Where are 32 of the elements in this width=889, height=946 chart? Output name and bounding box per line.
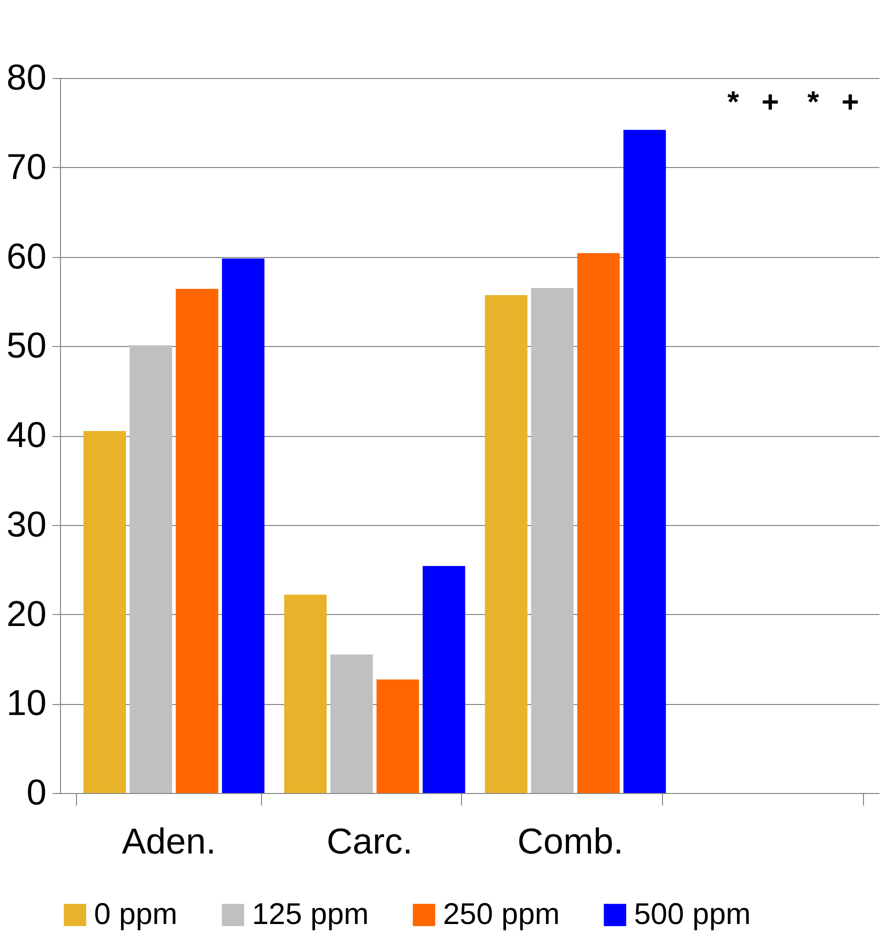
y-tick-label: 60 — [6, 235, 46, 276]
legend-label: 250 ppm — [443, 898, 560, 931]
y-tick-label: 70 — [6, 146, 46, 187]
x-tick-label: Aden. — [122, 820, 216, 862]
y-tick-label: 10 — [6, 682, 46, 724]
y-tick-label: 20 — [6, 592, 46, 634]
bar — [531, 288, 574, 793]
bar — [176, 288, 218, 793]
legend-label: 500 ppm — [634, 898, 751, 931]
bar — [330, 654, 373, 793]
y-tick-label: 80 — [6, 56, 46, 98]
bar — [130, 345, 172, 793]
bar — [422, 566, 466, 793]
annotation: + — [761, 86, 779, 119]
y-tick-label: 50 — [6, 324, 46, 366]
annotation: + — [841, 86, 859, 119]
legend-label: 125 ppm — [252, 898, 369, 931]
annotation: * — [807, 86, 820, 119]
x-tick-label: Comb. — [517, 820, 624, 862]
annotation: * — [727, 86, 740, 119]
bar — [376, 679, 419, 793]
bar — [83, 431, 126, 793]
bar — [284, 594, 327, 793]
legend-label: 0 ppm — [94, 898, 178, 931]
y-tick-label: 0 — [26, 772, 46, 812]
y-tick-label: 40 — [6, 414, 46, 455]
bar — [484, 295, 528, 793]
bar — [623, 130, 666, 793]
bar — [222, 258, 264, 793]
y-tick-label: 30 — [6, 503, 46, 544]
x-tick-label: Carc. — [326, 820, 413, 862]
bar — [577, 253, 620, 793]
